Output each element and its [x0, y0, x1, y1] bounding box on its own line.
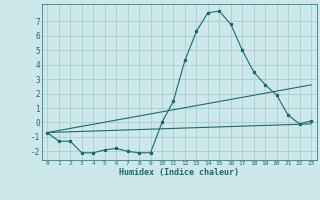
X-axis label: Humidex (Indice chaleur): Humidex (Indice chaleur): [119, 168, 239, 177]
